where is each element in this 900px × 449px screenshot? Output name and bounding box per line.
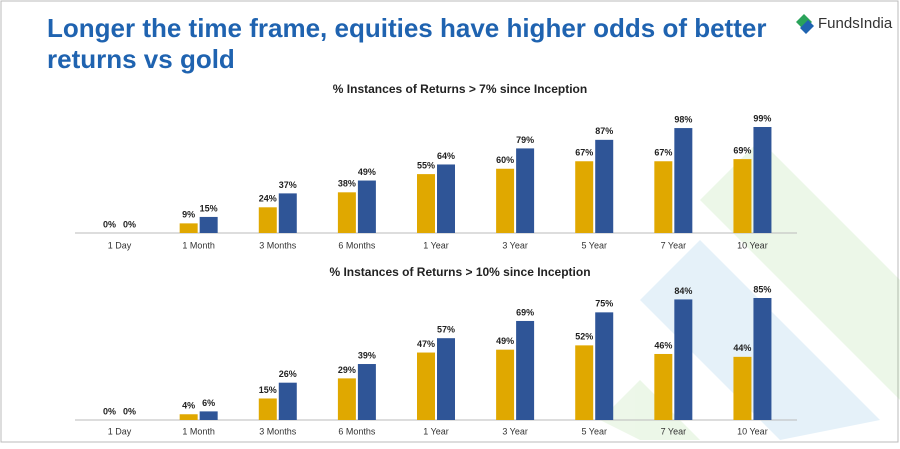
bar (575, 345, 594, 420)
x-tick-label: 1 Day (108, 426, 132, 436)
value-label: 47% (417, 339, 435, 349)
bar (337, 378, 356, 420)
bar (417, 174, 435, 233)
x-tick-label: 3 Year (502, 240, 528, 250)
bar (337, 192, 356, 233)
x-tick-label: 1 Month (182, 426, 215, 436)
value-label: 67% (575, 148, 593, 158)
x-tick-label: 1 Month (182, 240, 215, 250)
bar (357, 180, 376, 233)
x-tick-label: 10 Year (737, 240, 768, 250)
bar (179, 414, 198, 420)
value-label: 55% (417, 160, 435, 170)
value-label: 52% (575, 332, 593, 342)
bar (674, 299, 693, 420)
bar (595, 312, 614, 420)
bar (753, 127, 772, 233)
value-label: 4% (182, 401, 195, 411)
bar (753, 298, 772, 420)
value-label: 69% (516, 307, 534, 317)
value-label: 64% (437, 151, 455, 161)
value-label: 37% (279, 180, 297, 190)
value-label: 0% (123, 219, 136, 229)
bar (496, 168, 515, 233)
bar (654, 161, 673, 233)
value-label: 0% (103, 406, 116, 416)
value-label: 60% (496, 155, 514, 165)
value-label: 79% (516, 135, 534, 145)
bar (674, 128, 693, 233)
value-label: 0% (103, 219, 116, 229)
bar (258, 207, 277, 233)
value-label: 49% (496, 336, 514, 346)
x-tick-label: 1 Day (108, 240, 132, 250)
x-tick-label: 7 Year (661, 426, 687, 436)
bar (199, 216, 218, 233)
x-tick-label: 3 Months (259, 240, 297, 250)
bar (437, 338, 455, 420)
value-label: 67% (654, 148, 672, 158)
value-label: 44% (733, 343, 751, 353)
bar (595, 139, 614, 233)
value-label: 6% (202, 398, 215, 408)
bar (357, 364, 376, 420)
bar (278, 193, 297, 233)
x-tick-label: 3 Year (502, 426, 528, 436)
value-label: 38% (338, 179, 356, 189)
x-tick-label: 3 Months (259, 426, 297, 436)
value-label: 0% (123, 406, 136, 416)
bar (516, 320, 535, 420)
x-tick-label: 1 Year (423, 426, 449, 436)
value-label: 69% (733, 145, 751, 155)
bar (654, 353, 673, 420)
value-label: 57% (437, 325, 455, 335)
bar (199, 411, 218, 420)
x-tick-label: 5 Year (581, 426, 607, 436)
value-label: 15% (259, 385, 277, 395)
bar (417, 352, 435, 420)
logo: FundsIndia (796, 14, 893, 34)
slide-title: Longer the time frame, equities have hig… (47, 13, 766, 43)
bar (733, 356, 752, 420)
x-tick-label: 5 Year (581, 240, 607, 250)
value-label: 49% (358, 167, 376, 177)
value-label: 15% (200, 203, 218, 213)
bar (733, 159, 752, 233)
value-label: 75% (595, 299, 613, 309)
chart-title: % Instances of Returns > 7% since Incept… (333, 82, 587, 96)
value-label: 26% (279, 369, 297, 379)
bar (575, 161, 594, 233)
value-label: 85% (753, 284, 771, 294)
value-label: 99% (753, 113, 771, 123)
bar (516, 148, 535, 233)
x-tick-label: 6 Months (338, 240, 376, 250)
value-label: 46% (654, 340, 672, 350)
value-label: 24% (259, 194, 277, 204)
x-tick-label: 1 Year (423, 240, 449, 250)
x-tick-label: 7 Year (661, 240, 687, 250)
slide-title: returns vs gold (47, 44, 235, 74)
bar (258, 398, 277, 420)
logo-text: FundsIndia (818, 15, 893, 32)
chart-title: % Instances of Returns > 10% since Incep… (329, 265, 590, 279)
bar (437, 164, 455, 233)
value-label: 39% (358, 350, 376, 360)
x-tick-label: 10 Year (737, 426, 768, 436)
x-tick-label: 6 Months (338, 426, 376, 436)
bar (179, 223, 198, 233)
bar (278, 382, 297, 420)
value-label: 84% (674, 286, 692, 296)
value-label: 87% (595, 126, 613, 136)
value-label: 29% (338, 365, 356, 375)
bar (496, 349, 515, 420)
value-label: 9% (182, 210, 195, 220)
value-label: 98% (674, 114, 692, 124)
